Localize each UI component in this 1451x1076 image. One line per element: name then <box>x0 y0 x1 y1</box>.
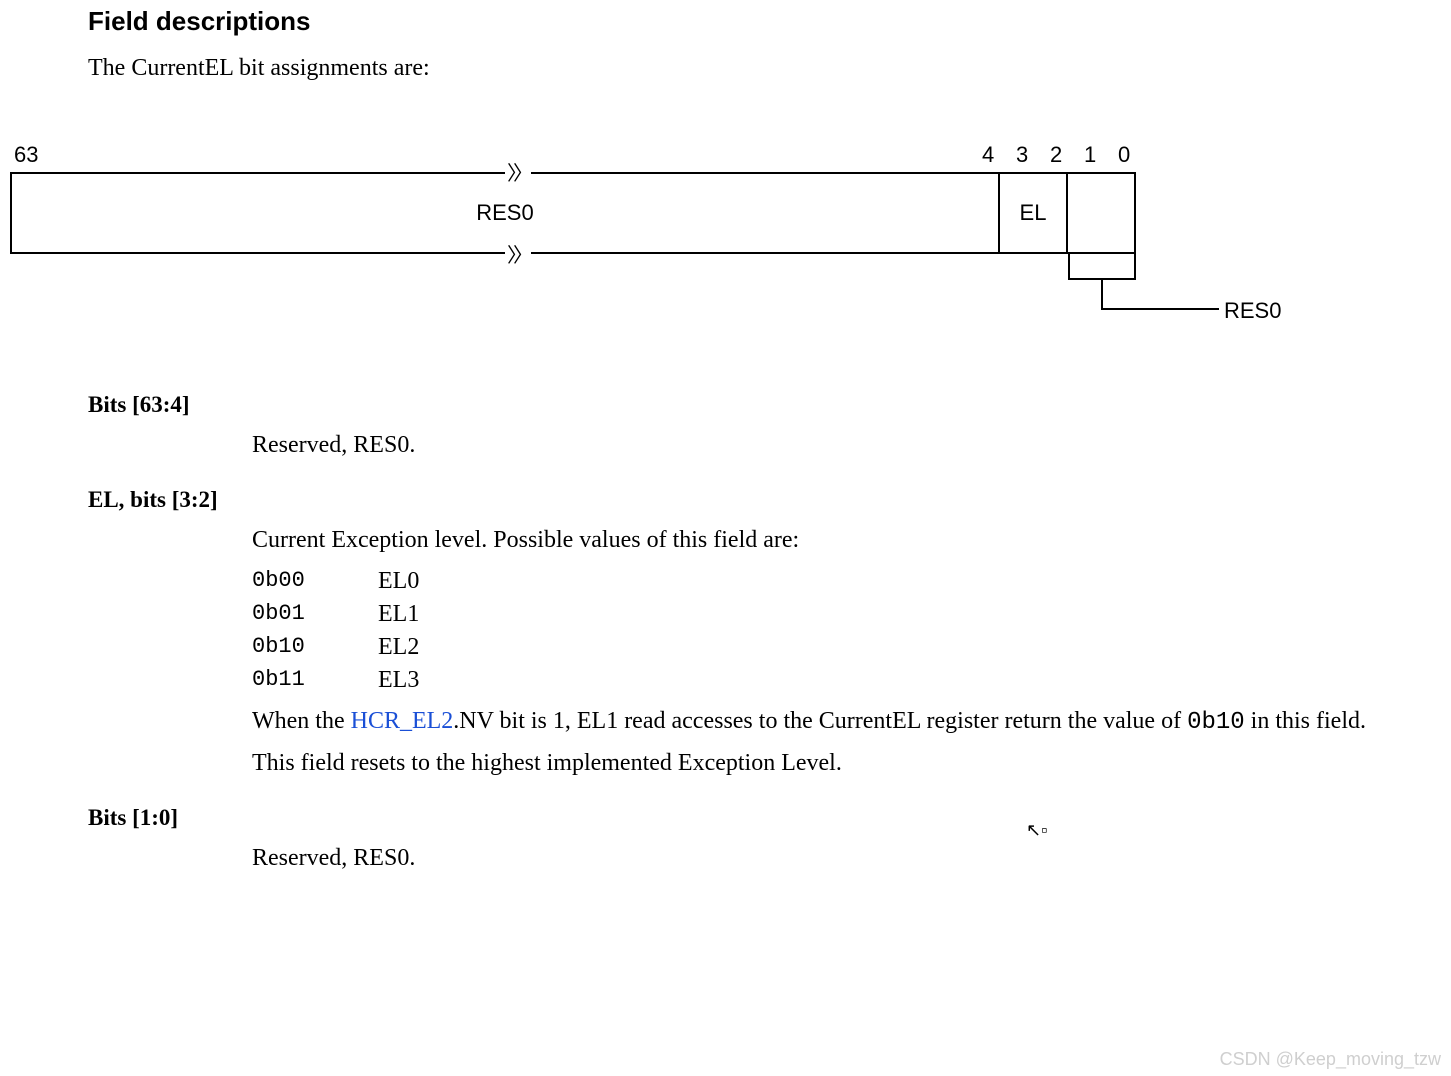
heading-bits-63-4: Bits [63:4] <box>88 392 1451 418</box>
field-el-label: EL <box>1020 200 1047 226</box>
el-value-row: 0b10 EL2 <box>252 634 1421 661</box>
el-code-0: 0b00 <box>252 568 378 595</box>
callout-elbow <box>1101 280 1219 310</box>
el-value-table: 0b00 EL0 0b01 EL1 0b10 EL2 0b11 EL3 <box>252 568 1421 694</box>
watermark-text: CSDN @Keep_moving_tzw <box>1220 1049 1441 1070</box>
bits-1-0-res: RES <box>353 845 397 871</box>
field-res0-lo <box>1068 172 1136 254</box>
heading-bits-1-0: Bits [1:0] <box>88 805 1451 831</box>
bit-label-0: 0 <box>1118 142 1130 168</box>
field-el: EL <box>1000 172 1068 254</box>
el-lead: Current Exception level. Possible values… <box>252 527 1421 554</box>
body-el-bits: Current Exception level. Possible values… <box>252 527 1421 777</box>
el-code-1: 0b01 <box>252 601 378 628</box>
el-desc-2: EL2 <box>378 634 419 661</box>
el-code-3: 0b11 <box>252 667 378 694</box>
bits-1-0-suffix: 0. <box>397 845 415 871</box>
heading-el-bits: EL, bits [3:2] <box>88 487 1451 513</box>
bitfield-diagram: 63 4 3 2 1 0 RES0 EL 〉〉 〉〉 RES0 <box>10 142 1451 342</box>
bit-label-2: 2 <box>1050 142 1062 168</box>
callout-stub <box>1068 254 1136 280</box>
el-value-row: 0b00 EL0 <box>252 568 1421 595</box>
el-reset: This field resets to the highest impleme… <box>252 750 1421 777</box>
bits-63-4-suffix: 0. <box>397 432 415 458</box>
el-note-pre: When the <box>252 708 351 734</box>
el-value-row: 0b01 EL1 <box>252 601 1421 628</box>
section-heading: Field descriptions <box>88 6 1451 37</box>
register-row: RES0 EL <box>10 172 1136 254</box>
el-desc-1: EL1 <box>378 601 419 628</box>
el-note-code: 0b10 <box>1187 709 1245 736</box>
bit-label-4: 4 <box>982 142 994 168</box>
bit-label-3: 3 <box>1016 142 1028 168</box>
intro-text: The CurrentEL bit assignments are: <box>88 55 1451 82</box>
break-mark-top-icon: 〉〉 <box>505 164 531 184</box>
el-note-post: in this field. <box>1245 708 1366 734</box>
field-res0-hi-label: RES0 <box>476 200 533 226</box>
bits-63-4-res: RES <box>353 432 397 458</box>
el-value-row: 0b11 EL3 <box>252 667 1421 694</box>
el-code-2: 0b10 <box>252 634 378 661</box>
el-note: When the HCR_EL2.NV bit is 1, EL1 read a… <box>252 708 1421 736</box>
body-bits-1-0: Reserved, RES0. <box>252 845 1421 872</box>
body-bits-63-4: Reserved, RES0. <box>252 432 1421 459</box>
hcr-el2-link[interactable]: HCR_EL2 <box>351 708 454 734</box>
bit-label-63: 63 <box>14 142 38 168</box>
field-res0-hi: RES0 <box>10 172 1000 254</box>
bits-1-0-prefix: Reserved, <box>252 845 353 871</box>
break-mark-bottom-icon: 〉〉 <box>505 246 531 266</box>
bits-63-4-prefix: Reserved, <box>252 432 353 458</box>
el-desc-3: EL3 <box>378 667 419 694</box>
el-desc-0: EL0 <box>378 568 419 595</box>
bit-label-1: 1 <box>1084 142 1096 168</box>
el-note-mid: .NV bit is 1, EL1 read accesses to the C… <box>453 708 1187 734</box>
callout-label-res0: RES0 <box>1224 298 1281 324</box>
